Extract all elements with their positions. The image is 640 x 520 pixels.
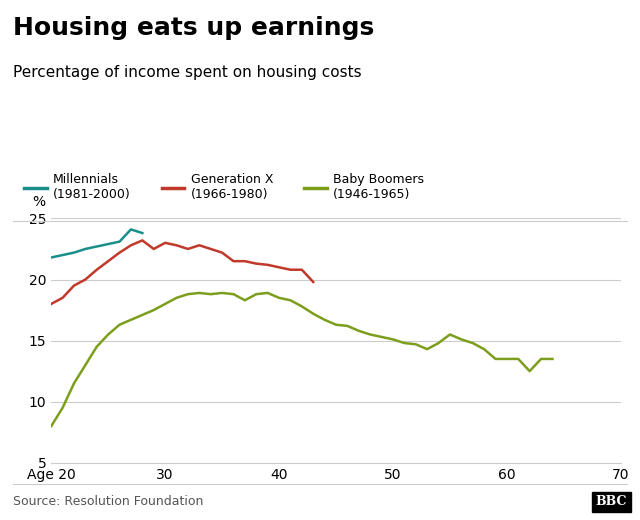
Legend: Millennials
(1981-2000), Generation X
(1966-1980), Baby Boomers
(1946-1965): Millennials (1981-2000), Generation X (1…	[19, 168, 429, 206]
Text: Source: Resolution Foundation: Source: Resolution Foundation	[13, 495, 203, 509]
Text: %: %	[33, 194, 45, 209]
Text: Housing eats up earnings: Housing eats up earnings	[13, 16, 374, 40]
Text: BBC: BBC	[596, 495, 627, 509]
Text: Percentage of income spent on housing costs: Percentage of income spent on housing co…	[13, 65, 362, 80]
